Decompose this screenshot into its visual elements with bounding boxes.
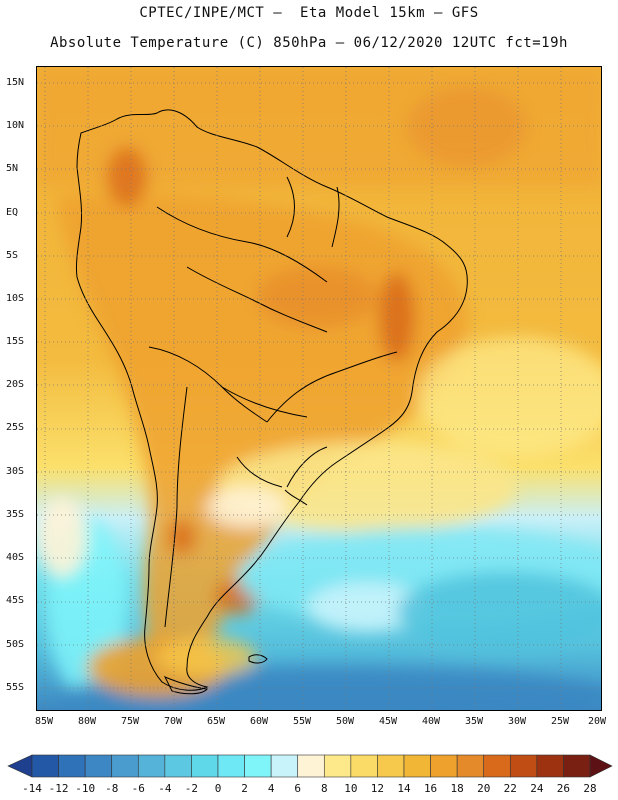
colorbar-swatch — [536, 754, 564, 778]
temperature-shading — [37, 67, 601, 710]
colorbar-swatch — [350, 754, 378, 778]
colorbar-label: 18 — [450, 782, 464, 795]
lat-label: 15N — [6, 77, 25, 88]
lat-label: 5N — [6, 163, 19, 174]
lon-label: 50W — [335, 716, 355, 727]
colorbar-swatch — [84, 754, 113, 778]
colorbar-swatch — [111, 754, 139, 778]
colorbar-swatch — [323, 754, 352, 778]
colorbar-swatch — [563, 754, 591, 778]
lat-label: 20S — [6, 379, 25, 390]
colorbar-swatch — [31, 754, 59, 778]
colorbar-label: -6 — [131, 782, 145, 795]
temperature-map — [36, 66, 602, 711]
lon-label: 20W — [587, 716, 607, 727]
colorbar — [7, 754, 613, 778]
colorbar-label: 20 — [477, 782, 491, 795]
colorbar-label: 26 — [556, 782, 571, 795]
colorbar-label: -8 — [105, 782, 119, 795]
colorbar-swatch — [58, 754, 86, 778]
colorbar-label: 14 — [397, 782, 411, 795]
colorbar-label: -12 — [48, 782, 69, 795]
colorbar-swatch — [430, 754, 458, 778]
colorbar-swatch — [164, 754, 192, 778]
lon-label: 35W — [464, 716, 484, 727]
coastline — [76, 109, 468, 695]
lat-label: 40S — [6, 552, 25, 563]
map-title: CPTEC/INPE/MCT – Eta Model 15km – GFS — [139, 5, 479, 21]
colorbar-swatch — [403, 754, 431, 778]
lon-label: 70W — [163, 716, 183, 727]
colorbar-swatch — [137, 754, 166, 778]
colorbar-label: -14 — [22, 782, 42, 795]
colorbar-label: 16 — [423, 782, 438, 795]
lat-label: EQ — [6, 207, 19, 218]
lon-label: 80W — [77, 716, 97, 727]
lat-label: 25S — [6, 422, 25, 433]
lon-label: 40W — [421, 716, 441, 727]
lon-label: 75W — [120, 716, 140, 727]
colorbar-swatch — [297, 754, 325, 778]
lon-label: 60W — [249, 716, 269, 727]
colorbar-label: 28 — [583, 782, 597, 795]
colorbar-max-arrow — [589, 754, 613, 778]
colorbar-swatch — [244, 754, 272, 778]
lat-label: 35S — [6, 509, 25, 520]
colorbar-swatch — [483, 754, 511, 778]
colorbar-swatch — [191, 754, 219, 778]
colorbar-label: 6 — [294, 782, 302, 795]
colorbar-label: 0 — [214, 782, 222, 795]
colorbar-swatch — [270, 754, 299, 778]
lon-label: 45W — [378, 716, 398, 727]
colorbar-label: -10 — [75, 782, 96, 795]
colorbar-label: 12 — [370, 782, 385, 795]
lat-label: 15S — [6, 336, 25, 347]
colorbar-label: 8 — [320, 782, 328, 795]
colorbar-label: 24 — [530, 782, 544, 795]
colorbar-label: 2 — [241, 782, 248, 795]
map-subtitle: Absolute Temperature (C) 850hPa – 06/12/… — [50, 35, 568, 51]
colorbar-label: -4 — [158, 782, 172, 795]
lon-label: 30W — [507, 716, 527, 727]
lat-label: 10S — [6, 293, 25, 304]
colorbar-swatch — [377, 754, 405, 778]
colorbar-label: 10 — [344, 782, 358, 795]
lon-label: 65W — [206, 716, 226, 727]
lat-label: 45S — [6, 595, 25, 606]
colorbar-label: -2 — [184, 782, 199, 795]
colorbar-min-arrow — [7, 754, 33, 778]
lat-label: 30S — [6, 466, 25, 477]
map-canvas — [37, 67, 601, 710]
lon-label: 25W — [550, 716, 570, 727]
colorbar-swatch — [456, 754, 485, 778]
lat-label: 5S — [6, 250, 19, 261]
colorbar-swatch — [509, 754, 538, 778]
lat-label: 50S — [6, 639, 25, 650]
colorbar-swatch — [217, 754, 245, 778]
lon-label: 55W — [292, 716, 312, 727]
colorbar-label: 22 — [503, 782, 517, 795]
lat-label: 10N — [6, 120, 25, 131]
colorbar-label: 4 — [267, 782, 275, 795]
lat-label: 55S — [6, 682, 25, 693]
lon-label: 85W — [34, 716, 54, 727]
